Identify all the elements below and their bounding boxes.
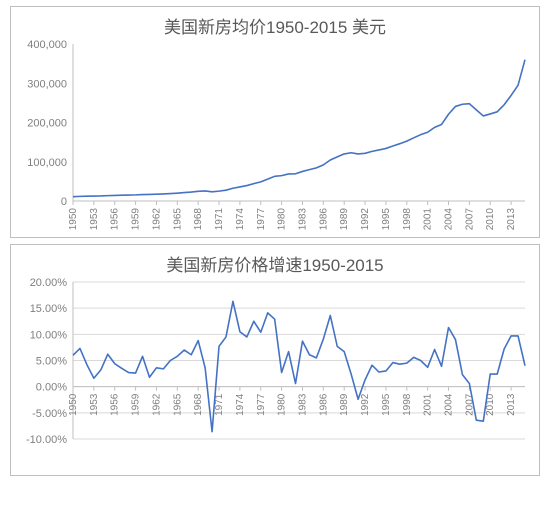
svg-text:1983: 1983 — [297, 208, 308, 231]
svg-text:1992: 1992 — [360, 393, 371, 416]
svg-text:1950: 1950 — [68, 208, 79, 231]
svg-text:1989: 1989 — [339, 393, 350, 416]
chart-panel-bottom: 美国新房价格增速1950-2015 -10.00% -5.00% 0.00% 5.00… — [10, 244, 540, 476]
svg-text:1965: 1965 — [172, 393, 183, 416]
chart-top-title: 美国新房均价1950-2015 美元 — [11, 13, 539, 38]
svg-text:2001: 2001 — [423, 393, 434, 416]
svg-text:1998: 1998 — [402, 208, 413, 231]
svg-text:1995: 1995 — [381, 208, 392, 231]
svg-text:-10.00%: -10.00% — [26, 434, 67, 446]
svg-text:15.00%: 15.00% — [30, 303, 68, 315]
chart-bottom-svg: -10.00% -5.00% 0.00% 5.00% 10.00% 15.00% 20.00… — [11, 278, 539, 479]
svg-text:2013: 2013 — [506, 208, 517, 231]
svg-text:400,000: 400,000 — [27, 40, 67, 51]
svg-text:1977: 1977 — [256, 208, 267, 231]
svg-text:1995: 1995 — [381, 393, 392, 416]
svg-text:2001: 2001 — [423, 208, 434, 231]
svg-text:100,000: 100,000 — [27, 157, 67, 169]
svg-text:300,000: 300,000 — [27, 78, 67, 90]
svg-text:1956: 1956 — [110, 208, 121, 231]
svg-text:1989: 1989 — [339, 208, 350, 231]
svg-text:1986: 1986 — [318, 393, 329, 416]
svg-text:1974: 1974 — [235, 393, 246, 416]
svg-text:200,000: 200,000 — [27, 118, 67, 130]
svg-text:1950: 1950 — [68, 393, 79, 416]
svg-text:-5.00%: -5.00% — [32, 408, 67, 420]
svg-text:2013: 2013 — [506, 393, 517, 416]
svg-text:1983: 1983 — [297, 393, 308, 416]
svg-text:1959: 1959 — [131, 208, 142, 231]
svg-text:1962: 1962 — [151, 393, 162, 416]
svg-text:1968: 1968 — [193, 393, 204, 416]
chart-bottom-title: 美国新房价格增速1950-2015 — [11, 251, 539, 276]
svg-text:0: 0 — [61, 196, 67, 208]
svg-text:1956: 1956 — [110, 393, 121, 416]
svg-text:0.00%: 0.00% — [36, 382, 67, 394]
svg-text:2010: 2010 — [485, 208, 496, 231]
chart-top-svg: 0 100,000 200,000 300,000 400,000 1950 1953 195… — [11, 40, 539, 241]
svg-text:1980: 1980 — [277, 393, 288, 416]
svg-text:2004: 2004 — [444, 208, 455, 231]
svg-text:1980: 1980 — [277, 208, 288, 231]
svg-text:1965: 1965 — [172, 208, 183, 231]
svg-text:1962: 1962 — [151, 208, 162, 231]
svg-text:2004: 2004 — [444, 393, 455, 416]
svg-text:20.00%: 20.00% — [30, 278, 68, 289]
svg-text:1971: 1971 — [214, 208, 225, 231]
svg-text:2007: 2007 — [464, 208, 475, 231]
svg-text:1953: 1953 — [89, 393, 100, 416]
svg-text:1977: 1977 — [256, 393, 267, 416]
svg-text:1986: 1986 — [318, 208, 329, 231]
svg-text:1974: 1974 — [235, 208, 246, 231]
svg-text:1998: 1998 — [402, 393, 413, 416]
chart-panel-top: 美国新房均价1950-2015 美元 0 100,000 200,000 300,00… — [10, 6, 540, 238]
svg-text:1953: 1953 — [89, 208, 100, 231]
svg-text:1992: 1992 — [360, 208, 371, 231]
svg-text:10.00%: 10.00% — [30, 329, 68, 341]
svg-text:1959: 1959 — [131, 393, 142, 416]
svg-text:1968: 1968 — [193, 208, 204, 231]
svg-text:5.00%: 5.00% — [36, 356, 67, 368]
